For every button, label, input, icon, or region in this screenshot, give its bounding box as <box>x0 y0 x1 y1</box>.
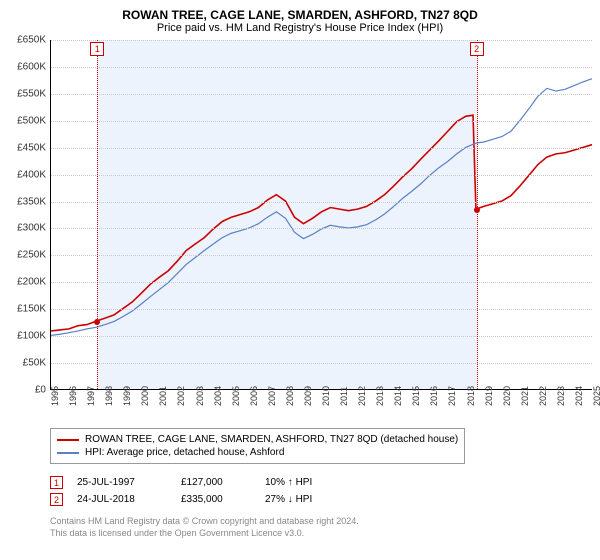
gridline <box>51 282 592 283</box>
chart-title: ROWAN TREE, CAGE LANE, SMARDEN, ASHFORD,… <box>8 8 592 22</box>
sale-price: £335,000 <box>181 494 251 505</box>
x-axis-tick: 2012 <box>357 386 367 406</box>
x-axis-tick: 2016 <box>429 386 439 406</box>
chart-subtitle: Price paid vs. HM Land Registry's House … <box>8 22 592 34</box>
x-axis-tick: 2000 <box>140 386 150 406</box>
gridline <box>51 121 592 122</box>
sale-row-marker: 1 <box>50 476 63 489</box>
x-axis-tick: 2024 <box>574 386 584 406</box>
x-axis-tick: 2017 <box>447 386 457 406</box>
y-axis-tick: £100K <box>17 331 46 342</box>
y-axis-tick: £450K <box>17 142 46 153</box>
gridline <box>51 148 592 149</box>
gridline <box>51 94 592 95</box>
x-axis-tick: 2013 <box>375 386 385 406</box>
gridline <box>51 40 592 41</box>
legend-item: ROWAN TREE, CAGE LANE, SMARDEN, ASHFORD,… <box>57 433 458 446</box>
sale-vs-hpi: 27% ↓ HPI <box>265 494 355 505</box>
y-axis-tick: £50K <box>23 358 46 369</box>
x-axis-tick: 2018 <box>466 386 476 406</box>
attribution-line: This data is licensed under the Open Gov… <box>50 528 592 540</box>
x-axis-tick: 2006 <box>249 386 259 406</box>
sale-date: 25-JUL-1997 <box>77 477 167 488</box>
x-axis-tick: 1996 <box>68 386 78 406</box>
sale-dot <box>474 207 480 213</box>
legend-swatch <box>57 452 79 454</box>
sale-marker-box: 2 <box>470 42 484 56</box>
plot-area: 12 <box>50 40 592 390</box>
sale-marker-line <box>97 40 98 389</box>
legend-swatch <box>57 439 79 441</box>
gridline <box>51 363 592 364</box>
x-axis-tick: 2014 <box>393 386 403 406</box>
x-axis-tick: 2009 <box>303 386 313 406</box>
attribution: Contains HM Land Registry data © Crown c… <box>50 516 592 539</box>
sale-row: 1 25-JUL-1997 £127,000 10% ↑ HPI <box>50 474 592 491</box>
x-axis-tick: 2010 <box>321 386 331 406</box>
x-axis-tick: 2023 <box>556 386 566 406</box>
x-axis-tick: 2015 <box>411 386 421 406</box>
gridline <box>51 175 592 176</box>
x-axis-tick: 2025 <box>592 386 600 406</box>
gridline <box>51 228 592 229</box>
x-axis-tick: 2007 <box>267 386 277 406</box>
sale-dot <box>94 319 100 325</box>
x-axis: 1995199619971998199920002001200220032004… <box>50 390 592 420</box>
y-axis-tick: £300K <box>17 223 46 234</box>
x-axis-tick: 2020 <box>502 386 512 406</box>
sale-row: 2 24-JUL-2018 £335,000 27% ↓ HPI <box>50 491 592 508</box>
y-axis-tick: £0 <box>35 385 46 396</box>
x-axis-tick: 2002 <box>176 386 186 406</box>
sale-marker-box: 1 <box>90 42 104 56</box>
sale-table: 1 25-JUL-1997 £127,000 10% ↑ HPI 2 24-JUL-201… <box>50 474 592 508</box>
x-axis-tick: 2021 <box>520 386 530 406</box>
x-axis-tick: 2005 <box>231 386 241 406</box>
sale-marker-line <box>477 40 478 389</box>
y-axis-tick: £200K <box>17 277 46 288</box>
x-axis-tick: 2008 <box>285 386 295 406</box>
y-axis-tick: £350K <box>17 196 46 207</box>
gridline <box>51 336 592 337</box>
sale-row-marker: 2 <box>50 493 63 506</box>
legend-item: HPI: Average price, detached house, Ashf… <box>57 446 458 459</box>
x-axis-tick: 1999 <box>122 386 132 406</box>
x-axis-tick: 1998 <box>104 386 114 406</box>
sale-date: 24-JUL-2018 <box>77 494 167 505</box>
x-axis-tick: 1997 <box>86 386 96 406</box>
x-axis-tick: 2011 <box>339 387 349 406</box>
legend-label: HPI: Average price, detached house, Ashf… <box>85 447 284 458</box>
x-axis-tick: 2001 <box>158 386 168 406</box>
x-axis-tick: 2003 <box>195 386 205 406</box>
chart-area: £0 £50K £100K £150K £200K £250K £300K £350K £400… <box>8 40 592 420</box>
x-axis-tick: 2019 <box>484 386 494 406</box>
x-axis-tick: 2004 <box>213 386 223 406</box>
legend-label: ROWAN TREE, CAGE LANE, SMARDEN, ASHFORD,… <box>85 434 458 445</box>
x-axis-tick: 1995 <box>50 386 60 406</box>
gridline <box>51 309 592 310</box>
y-axis-tick: £650K <box>17 35 46 46</box>
legend: ROWAN TREE, CAGE LANE, SMARDEN, ASHFORD,… <box>50 428 465 464</box>
y-axis-tick: £550K <box>17 88 46 99</box>
gridline <box>51 255 592 256</box>
y-axis: £0£50K£100K£150K£200K£250K£300K£350K£400… <box>8 40 50 390</box>
y-axis-tick: £250K <box>17 250 46 261</box>
y-axis-tick: £600K <box>17 61 46 72</box>
x-axis-tick: 2022 <box>538 386 548 406</box>
gridline <box>51 202 592 203</box>
attribution-line: Contains HM Land Registry data © Crown c… <box>50 516 592 528</box>
sale-vs-hpi: 10% ↑ HPI <box>265 477 355 488</box>
series-line <box>51 79 592 336</box>
sale-price: £127,000 <box>181 477 251 488</box>
y-axis-tick: £500K <box>17 115 46 126</box>
gridline <box>51 67 592 68</box>
y-axis-tick: £400K <box>17 169 46 180</box>
y-axis-tick: £150K <box>17 304 46 315</box>
